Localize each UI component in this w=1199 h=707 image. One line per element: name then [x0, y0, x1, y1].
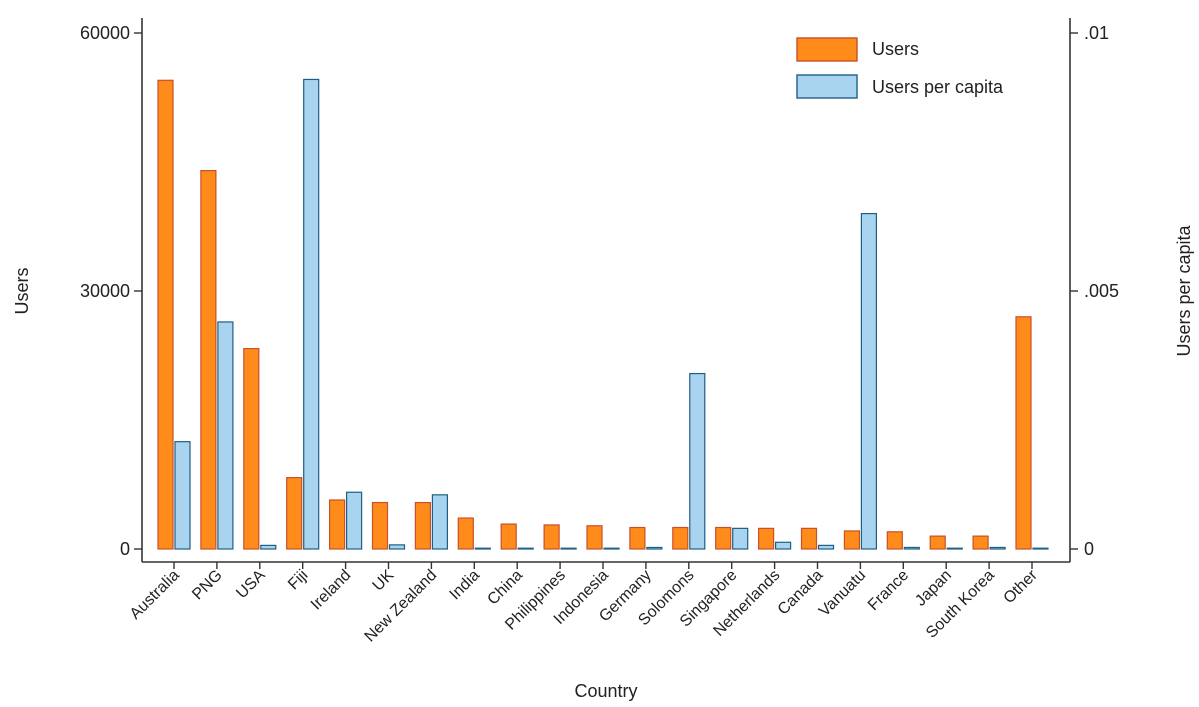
legend: Users Users per capita [796, 37, 1004, 99]
bar-users-vanuatu [843, 530, 861, 550]
left-axis-ticks: 0 30000 60000 [80, 23, 142, 559]
right-axis-ticks: 0 .005 .01 [1070, 23, 1119, 559]
bar-users-per-capita-ireland [346, 491, 363, 550]
bar-users-china [500, 523, 517, 550]
bar-users-per-capita-japan [946, 547, 963, 550]
bar-users-per-capita-solomons [689, 372, 706, 550]
x-tick-label: Other [1001, 566, 1042, 607]
bar-users-germany [629, 526, 646, 550]
bar-users-japan [929, 535, 946, 550]
bar-users-per-capita-india [474, 547, 491, 550]
legend-label-users-per-capita: Users per capita [872, 77, 1004, 97]
x-tick-label: Australia [127, 567, 183, 623]
bar-users-usa [243, 348, 260, 550]
bar-users-per-capita-china [517, 547, 534, 550]
bar-users-per-capita-australia [174, 441, 191, 550]
bar-users-per-capita-indonesia [603, 547, 620, 550]
bar-users-per-capita-usa [260, 544, 277, 550]
bar-users-per-capita-germany [646, 546, 663, 550]
bar-users-solomons [672, 526, 689, 550]
left-axis-title: Users [12, 267, 32, 314]
left-tick-label: 60000 [80, 23, 130, 43]
right-tick-label: .01 [1084, 23, 1109, 43]
bar-users-per-capita-singapore [732, 527, 749, 550]
bar-users-per-capita-canada [817, 544, 835, 550]
bar-users-per-capita-other [1032, 547, 1049, 550]
bar-users-india [457, 517, 474, 550]
bar-users-new-zealand [414, 501, 431, 550]
bar-users-uk [371, 501, 389, 550]
x-tick-label: Vanuatu [816, 567, 869, 620]
x-tick-label: Ireland [308, 567, 355, 614]
right-tick-label: 0 [1084, 539, 1094, 559]
bar-users-png [200, 170, 217, 550]
legend-swatch-users [796, 37, 858, 62]
bar-users-per-capita-new-zealand [431, 494, 448, 550]
right-axis-title: Users per capita [1174, 224, 1194, 356]
left-tick-label: 0 [120, 539, 130, 559]
bar-users-per-capita-netherlands [774, 541, 792, 550]
x-tick-label: PNG [189, 567, 226, 604]
bar-users-per-capita-fiji [303, 78, 320, 550]
x-tick-label: UK [370, 567, 398, 595]
bars-layer [157, 78, 1049, 550]
x-tick-label: France [865, 567, 912, 614]
legend-swatch-users-per-capita [796, 74, 858, 99]
bar-users-australia [157, 79, 174, 550]
x-tick-label: India [447, 567, 484, 604]
x-tick-label: China [484, 567, 526, 609]
bar-users-per-capita-vanuatu [860, 213, 878, 550]
x-tick-label: Fiji [285, 567, 311, 593]
bar-users-canada [800, 527, 818, 550]
bar-users-philippines [543, 524, 560, 550]
left-tick-label: 30000 [80, 281, 130, 301]
bar-users-other [1015, 316, 1032, 550]
bar-users-per-capita-south-korea [989, 546, 1006, 550]
bar-users-per-capita-france [903, 546, 920, 550]
bar-users-per-capita-uk [388, 544, 406, 550]
bar-users-south-korea [972, 535, 989, 550]
bar-users-singapore [715, 526, 732, 550]
x-axis-title: Country [574, 681, 637, 701]
bar-users-netherlands [757, 527, 775, 550]
bar-users-per-capita-philippines [560, 547, 577, 550]
bar-users-ireland [329, 499, 346, 550]
right-tick-label: .005 [1084, 281, 1119, 301]
bar-users-france [886, 531, 903, 550]
bar-users-indonesia [586, 525, 603, 550]
bar-users-per-capita-png [217, 321, 234, 550]
bar-users-fiji [286, 477, 303, 550]
x-tick-label: USA [233, 567, 269, 603]
legend-label-users: Users [872, 39, 919, 59]
